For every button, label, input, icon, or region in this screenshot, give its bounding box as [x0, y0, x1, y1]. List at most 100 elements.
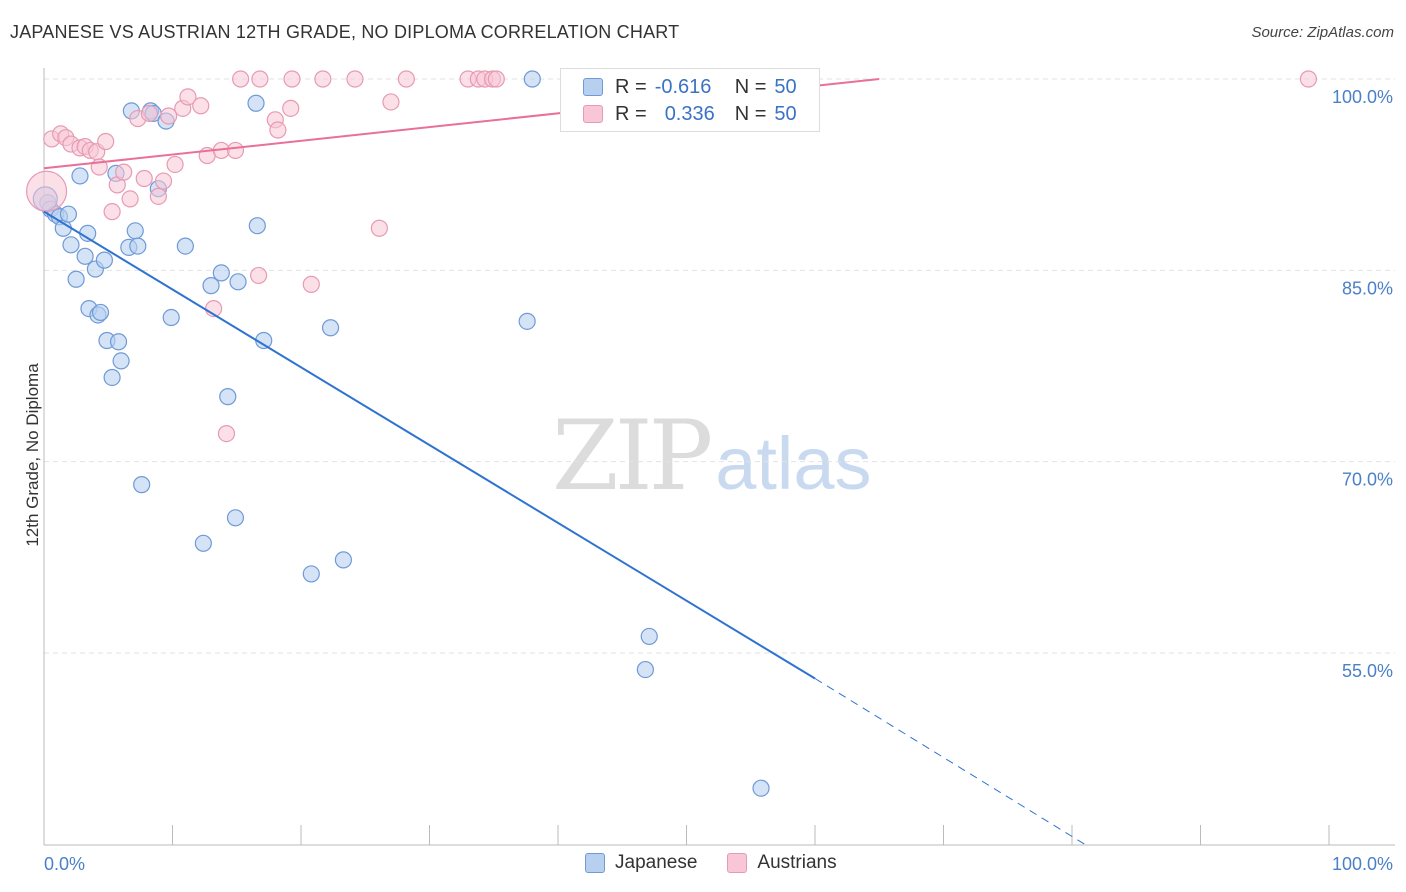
data-point-austrians	[154, 172, 173, 190]
data-point-austrians	[166, 155, 184, 174]
data-point-austrians	[25, 170, 68, 212]
data-point-japanese	[126, 222, 144, 240]
data-point-japanese	[162, 308, 180, 327]
chart-title: JAPANESE VS AUSTRIAN 12TH GRADE, NO DIPL…	[10, 22, 680, 42]
data-point-japanese	[334, 551, 353, 569]
data-point-austrians	[249, 266, 268, 285]
watermark-zip: ZIP	[552, 400, 713, 512]
data-point-japanese	[212, 264, 230, 282]
data-point-austrians	[140, 104, 158, 123]
x-tick-label: 100.0%	[1332, 854, 1393, 874]
data-point-austrians	[1299, 70, 1318, 88]
data-point-austrians	[160, 107, 178, 125]
data-point-austrians	[103, 203, 121, 221]
data-point-japanese	[523, 70, 541, 88]
data-point-japanese	[202, 277, 220, 295]
data-point-austrians	[179, 88, 197, 106]
data-point-austrians	[217, 425, 236, 443]
data-point-austrians	[97, 132, 115, 151]
grid-lines	[44, 78, 1395, 654]
legend-swatch-japanese	[583, 78, 603, 96]
legend-n-label: N =	[734, 102, 767, 125]
data-point-japanese	[76, 247, 94, 265]
legend-r-value-japanese: -0.616	[654, 75, 712, 98]
y-tick-label: 85.0%	[1342, 278, 1393, 298]
y-tick-label: 100.0%	[1332, 87, 1393, 107]
y-axis-label: 12th Grade, No Diploma	[23, 363, 42, 547]
data-point-japanese	[636, 660, 654, 679]
bottom-legend-swatch-austrians	[727, 853, 748, 873]
data-point-austrians	[121, 190, 139, 208]
watermark-atlas: atlas	[715, 422, 872, 505]
data-point-austrians	[370, 219, 388, 237]
chart-source: Source: ZipAtlas.com	[1251, 24, 1394, 41]
legend-r-value-austrians: 0.336	[664, 102, 715, 125]
data-point-austrians	[115, 163, 133, 181]
data-point-austrians	[397, 70, 415, 88]
data-point-austrians	[282, 99, 300, 117]
data-point-austrians	[269, 121, 287, 139]
data-point-japanese	[518, 312, 536, 330]
data-point-japanese	[302, 565, 320, 583]
data-point-japanese	[91, 303, 110, 322]
trend-line-japanese	[43, 210, 816, 680]
data-point-japanese	[103, 368, 121, 387]
data-point-japanese	[129, 237, 147, 255]
data-point-japanese	[112, 352, 130, 370]
data-point-austrians	[192, 97, 210, 115]
data-point-austrians	[487, 70, 505, 88]
data-point-japanese	[247, 94, 265, 112]
data-point-austrians	[382, 93, 400, 111]
data-point-austrians	[226, 141, 245, 160]
data-point-japanese	[219, 388, 237, 406]
data-point-japanese	[67, 270, 85, 288]
data-point-austrians	[346, 70, 364, 88]
bottom-legend-label-japanese: Japanese	[615, 852, 698, 873]
data-point-austrians	[251, 70, 269, 88]
data-point-austrians	[232, 70, 250, 88]
data-point-japanese	[248, 217, 266, 235]
legend-n-label: N =	[734, 75, 767, 98]
data-point-japanese	[194, 534, 212, 552]
data-point-japanese	[640, 627, 658, 646]
data-point-japanese	[133, 476, 151, 494]
series-austrians	[25, 70, 1318, 443]
legend-n-value-austrians: 50	[774, 102, 797, 125]
trend-line-japanese-extension	[814, 678, 1086, 845]
data-point-japanese	[321, 319, 340, 337]
legend-row-japanese: R = -0.616 N = 50	[583, 75, 797, 99]
data-point-japanese	[229, 273, 247, 291]
data-point-austrians	[135, 169, 153, 188]
series-japanese	[32, 70, 770, 797]
data-point-japanese	[71, 167, 89, 185]
bottom-legend: Japanese Austrians	[585, 852, 867, 874]
data-point-austrians	[302, 275, 320, 293]
legend-r-label: R =	[615, 102, 647, 125]
data-point-japanese	[109, 333, 128, 351]
data-point-japanese	[752, 779, 770, 797]
legend-swatch-austrians	[583, 105, 603, 123]
data-point-japanese	[226, 509, 245, 527]
x-tick-label: 0.0%	[44, 854, 85, 874]
y-tick-label: 55.0%	[1342, 661, 1393, 681]
legend-box: R = -0.616 N = 50 R = 0.336 N = 50	[560, 68, 820, 132]
tick-labels: 100.0% 85.0% 70.0% 55.0% 0.0% 100.0%	[44, 87, 1393, 874]
watermark: ZIPatlas	[552, 400, 872, 512]
data-point-japanese	[59, 205, 78, 223]
legend-r-label: R =	[615, 75, 647, 98]
legend-row-austrians: R = 0.336 N = 50	[583, 102, 797, 126]
y-tick-label: 70.0%	[1342, 470, 1393, 490]
bottom-legend-japanese: Japanese	[585, 852, 697, 874]
bottom-legend-austrians: Austrians	[727, 852, 837, 874]
bottom-legend-label-austrians: Austrians	[757, 852, 837, 873]
bottom-legend-swatch-japanese	[585, 853, 605, 873]
axes	[43, 68, 1395, 846]
data-point-austrians	[283, 70, 301, 88]
data-point-japanese	[95, 251, 113, 269]
data-point-austrians	[314, 70, 332, 88]
data-point-austrians	[149, 187, 167, 205]
legend-n-value-japanese: 50	[774, 75, 797, 98]
data-point-japanese	[62, 236, 80, 254]
data-point-japanese	[176, 237, 194, 255]
